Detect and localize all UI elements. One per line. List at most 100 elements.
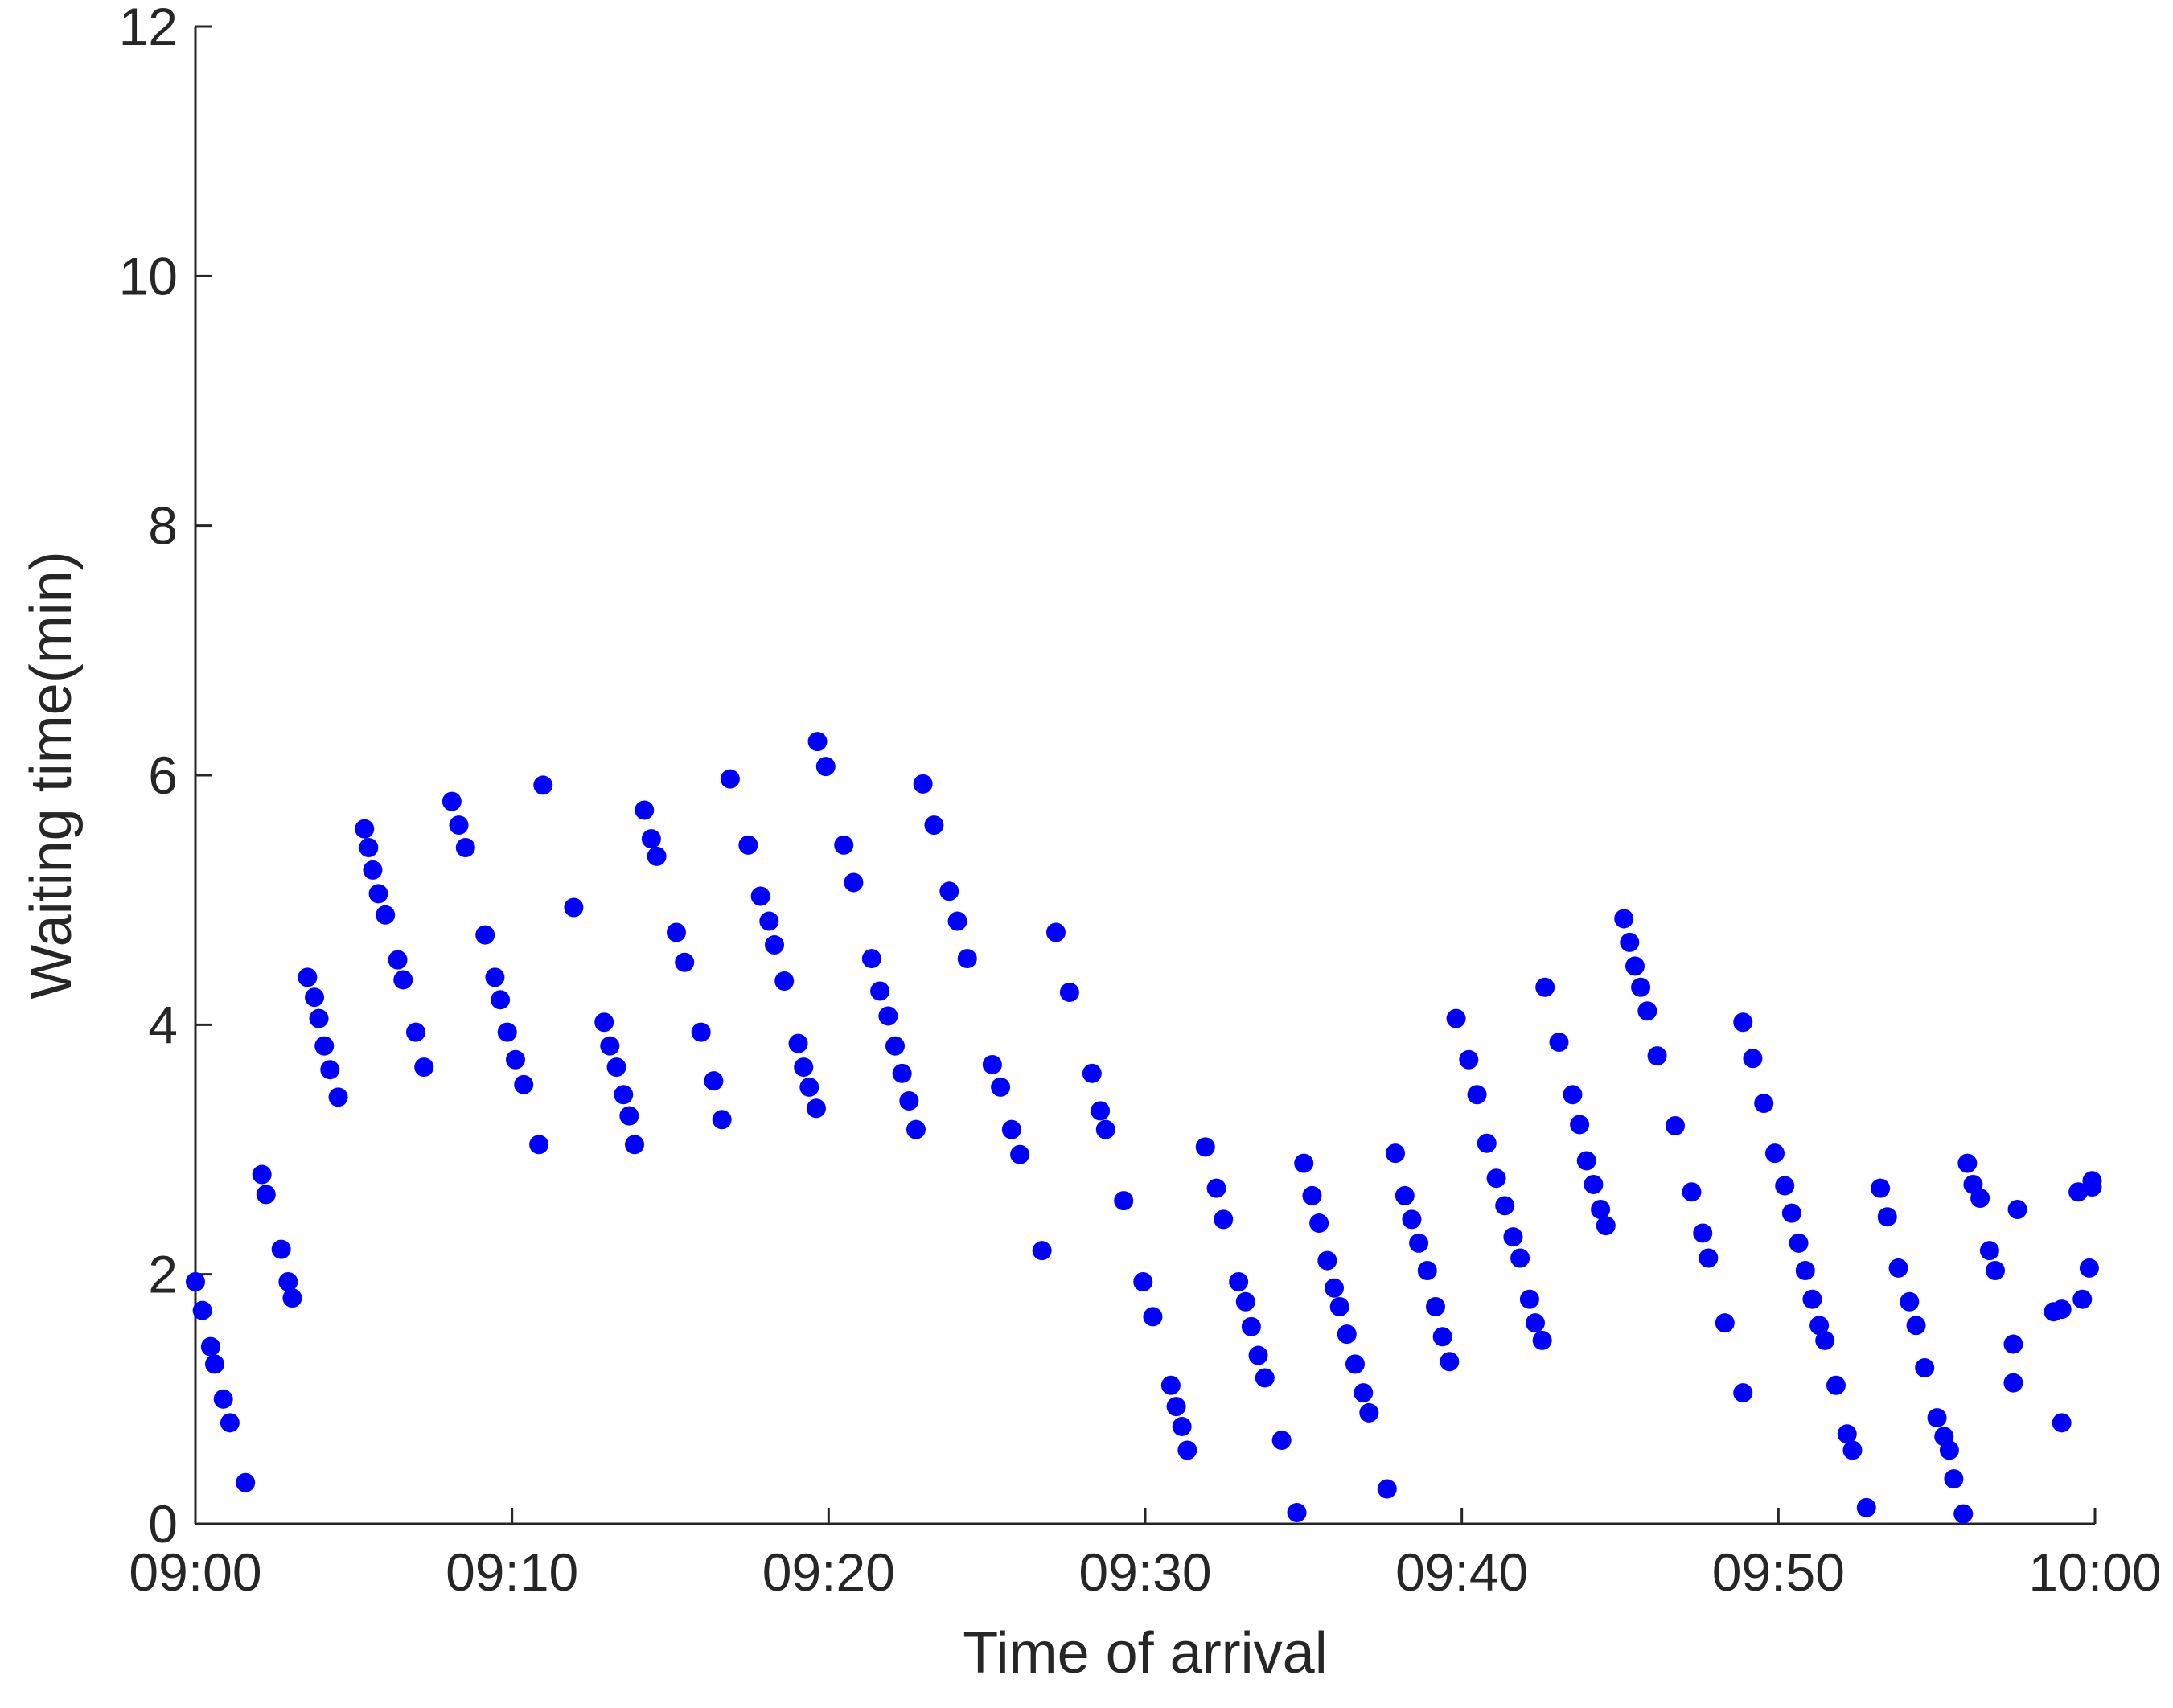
point	[806, 1098, 826, 1119]
point	[1985, 1261, 2005, 1281]
x-tick-label: 10:00	[2028, 1542, 2161, 1602]
point	[1754, 1094, 1774, 1114]
point	[1477, 1133, 1497, 1153]
point	[1045, 922, 1066, 942]
point	[1206, 1178, 1226, 1198]
point	[1325, 1278, 1345, 1298]
point	[906, 1119, 926, 1139]
point	[2052, 1299, 2072, 1320]
point	[1815, 1330, 1835, 1350]
point	[314, 1036, 335, 1056]
point	[991, 1077, 1011, 1097]
point	[1248, 1345, 1268, 1365]
point	[271, 1239, 291, 1259]
point	[1409, 1233, 1429, 1253]
y-tick-label: 0	[148, 1494, 178, 1554]
point	[355, 819, 375, 839]
point	[1549, 1033, 1569, 1053]
point	[1385, 1143, 1405, 1164]
point	[1765, 1143, 1785, 1164]
point	[1699, 1248, 1719, 1268]
point	[505, 1049, 525, 1070]
point	[359, 837, 379, 857]
point	[1665, 1116, 1685, 1136]
point	[712, 1110, 732, 1130]
point	[205, 1354, 225, 1374]
point	[1337, 1324, 1357, 1345]
point	[1563, 1085, 1583, 1105]
point	[759, 911, 779, 931]
point	[1576, 1151, 1596, 1171]
point	[947, 911, 967, 931]
point	[1809, 1316, 1830, 1336]
point	[363, 860, 383, 880]
point	[606, 1057, 626, 1078]
point	[1359, 1402, 1379, 1423]
point	[2052, 1413, 2072, 1433]
point	[442, 791, 462, 811]
point	[1287, 1503, 1307, 1523]
point	[1133, 1271, 1153, 1291]
point	[1596, 1216, 1616, 1236]
point	[256, 1185, 276, 1205]
point	[738, 835, 758, 855]
point	[899, 1090, 919, 1111]
point	[799, 1077, 819, 1097]
point	[405, 1022, 425, 1042]
point	[1826, 1375, 1846, 1395]
point	[982, 1054, 1002, 1074]
point	[1519, 1289, 1539, 1309]
point	[1271, 1431, 1292, 1451]
point	[1733, 1012, 1753, 1033]
point	[2079, 1258, 2099, 1278]
point	[807, 732, 828, 752]
point	[2072, 1289, 2093, 1309]
point	[1095, 1119, 1115, 1139]
point	[861, 949, 881, 969]
point	[298, 967, 318, 987]
point	[788, 1033, 808, 1053]
point	[1510, 1248, 1530, 1268]
point	[939, 881, 959, 901]
point	[1177, 1440, 1197, 1460]
point	[320, 1060, 340, 1080]
point	[765, 935, 785, 955]
point	[647, 846, 667, 866]
point	[913, 774, 933, 794]
point	[750, 886, 770, 906]
point	[878, 1006, 898, 1026]
point	[1733, 1383, 1753, 1403]
point	[1957, 1153, 1978, 1173]
point	[1241, 1316, 1261, 1336]
point	[1467, 1085, 1487, 1105]
point	[186, 1271, 205, 1291]
point	[1525, 1313, 1545, 1333]
x-tick-label: 09:50	[1712, 1542, 1845, 1602]
point	[1395, 1185, 1415, 1205]
y-tick-label: 10	[119, 246, 178, 306]
point	[885, 1036, 906, 1056]
point	[213, 1389, 233, 1409]
point	[815, 757, 836, 777]
point	[220, 1413, 240, 1433]
point	[1939, 1440, 1959, 1460]
x-tick-label: 09:40	[1395, 1542, 1528, 1602]
x-tick-label: 09:00	[129, 1542, 261, 1602]
point	[1329, 1297, 1349, 1317]
point	[1647, 1046, 1667, 1066]
point	[200, 1336, 220, 1357]
point	[368, 884, 388, 904]
point	[1235, 1291, 1255, 1312]
point	[1715, 1313, 1735, 1333]
point	[641, 829, 661, 849]
point	[1032, 1241, 1052, 1261]
point	[1317, 1250, 1337, 1271]
point	[252, 1164, 272, 1185]
point	[1775, 1176, 1795, 1196]
point	[1682, 1182, 1702, 1202]
point	[704, 1071, 724, 1091]
point	[449, 815, 469, 836]
point	[1625, 956, 1645, 976]
point	[594, 1012, 614, 1033]
point	[475, 925, 495, 945]
